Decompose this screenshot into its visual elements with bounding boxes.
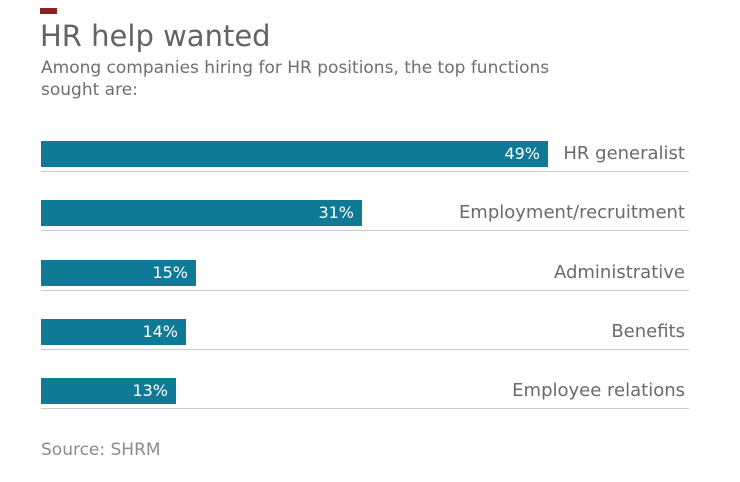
chart-subtitle: Among companies hiring for HR positions,… <box>41 57 549 101</box>
chart-subtitle-line-1: Among companies hiring for HR positions,… <box>41 58 550 78</box>
chart-title: HR help wanted <box>40 19 271 53</box>
category-label-administrative: Administrative <box>553 262 685 283</box>
bar-row-employee-relations: 13% Employee relations <box>41 378 689 410</box>
red-marker <box>40 8 57 14</box>
bar-value-label: 13% <box>132 381 168 400</box>
bar-row-employment-recruitment: 31% Employment/recruitment <box>41 200 689 232</box>
category-label-benefits: Benefits <box>611 321 685 342</box>
row-baseline <box>41 408 689 409</box>
row-baseline <box>41 290 689 291</box>
bar-value-label: 31% <box>318 203 354 222</box>
category-label-employment-recruitment: Employment/recruitment <box>458 202 685 223</box>
bar-row-hr-generalist: 49% HR generalist <box>41 141 689 173</box>
bar-row-benefits: 14% Benefits <box>41 319 689 351</box>
bar-row-administrative: 15% Administrative <box>41 260 689 292</box>
bar-value-label: 49% <box>504 144 540 163</box>
bar-administrative: 15% <box>41 260 196 286</box>
bar-benefits: 14% <box>41 319 186 345</box>
chart-subtitle-line-2: sought are: <box>41 80 138 100</box>
row-baseline <box>41 349 689 350</box>
bar-hr-generalist: 49% <box>41 141 548 167</box>
bar-employment-recruitment: 31% <box>41 200 362 226</box>
bar-employee-relations: 13% <box>41 378 176 404</box>
bar-value-label: 15% <box>152 263 188 282</box>
bar-chart: 49% HR generalist 31% Employment/recruitmen… <box>41 141 689 411</box>
row-baseline <box>41 230 689 231</box>
bar-value-label: 14% <box>142 322 178 341</box>
category-label-employee-relations: Employee relations <box>512 380 685 401</box>
row-baseline <box>41 171 689 172</box>
category-label-hr-generalist: HR generalist <box>563 143 685 164</box>
source-note: Source: SHRM <box>41 440 161 460</box>
